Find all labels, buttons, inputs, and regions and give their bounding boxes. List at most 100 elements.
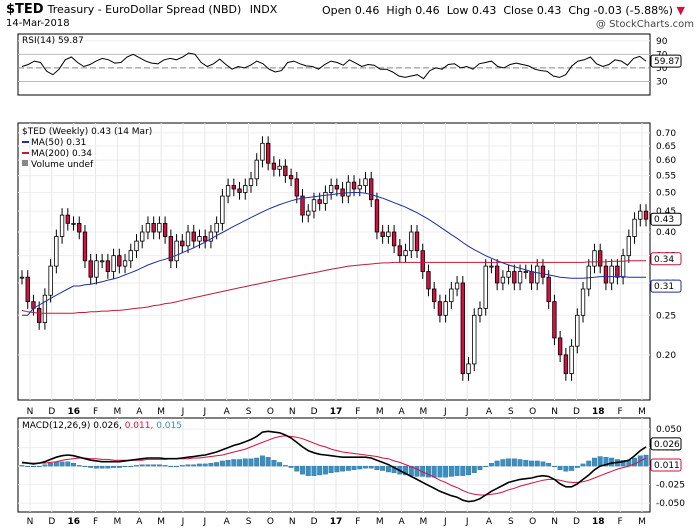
macd-histogram-bar [265, 457, 271, 467]
candle-body [77, 222, 82, 233]
macd-histogram-bar [260, 455, 265, 467]
candle-body [311, 199, 317, 212]
candle-body [420, 250, 425, 272]
candle-body [374, 199, 380, 233]
candle-body [317, 199, 322, 204]
macd-histogram-bar [88, 465, 94, 468]
macd-histogram-bar [145, 464, 151, 467]
price-x-tick-label: S [508, 407, 514, 417]
macd-histogram-bar [214, 462, 220, 467]
macd-histogram-bar [156, 464, 162, 467]
macd-histogram-bar [483, 465, 489, 468]
macd-frame [17, 417, 651, 513]
macd-histogram-bar [351, 465, 357, 470]
macd-x-tick-label: M [157, 517, 165, 527]
macd-histogram-bar [231, 459, 237, 467]
candle-body [546, 276, 551, 303]
candle-body [569, 345, 574, 374]
candle-body [609, 265, 614, 284]
ma50-last-value: 0.31 [654, 282, 674, 292]
candle-body [626, 236, 632, 257]
candle-body [397, 245, 403, 257]
candle-body [563, 354, 569, 374]
candle-body [540, 265, 546, 278]
macd-histogram-bar [19, 465, 25, 467]
macd-x-tick-label: J [203, 517, 207, 527]
macd-histogram-bar [460, 465, 466, 476]
macd-x-tick-label: O [267, 517, 274, 527]
macd-x-tick-label: A [486, 517, 493, 527]
candle-body [483, 265, 488, 309]
candle-body [180, 240, 185, 247]
candle-body [203, 236, 208, 242]
candle-body [225, 185, 231, 197]
chg-label: Chg [568, 4, 590, 17]
candle-body [300, 195, 305, 216]
candle-body [25, 276, 30, 303]
price-y-tick-label: 0.20 [656, 351, 676, 361]
chart-header: $TED Treasury - EuroDollar Spread (NBD) I… [0, 0, 700, 32]
macd-histogram-bar [65, 461, 71, 467]
candle-body [351, 181, 357, 190]
macd-x-tick-label: 17 [330, 517, 343, 527]
candle-body [454, 282, 460, 290]
macd-histogram-bar [185, 464, 191, 467]
candle-body [328, 185, 334, 193]
macd-histogram-bar [632, 457, 637, 467]
candle-body [59, 214, 65, 237]
ma200-legend-label: MA(200) 0.34 [31, 149, 92, 159]
ma50-legend-label: MA(50) 0.31 [31, 138, 86, 148]
candle-body [220, 195, 225, 224]
price-x-tick-label: F [618, 407, 623, 417]
macd-line [21, 430, 647, 503]
candle-body [19, 276, 25, 279]
open-value: 0.46 [354, 4, 380, 17]
low-value: 0.43 [471, 4, 497, 17]
macd-histogram-bar [345, 465, 351, 471]
macd-x-tick-label: M [638, 517, 646, 527]
macd-x-tick-label: A [398, 517, 405, 527]
candle-body [386, 231, 391, 237]
macd-histogram-bar [643, 454, 649, 467]
macd-histogram-bar [448, 465, 454, 477]
macd-histogram-bar [219, 460, 225, 467]
chg-value: -0.03 (-5.88%) [593, 4, 673, 17]
candle-body [283, 165, 288, 176]
rsi-y-tick-label: 90 [656, 37, 668, 47]
macd-histogram-bar [334, 465, 340, 473]
volume-legend-label: Volume undef [31, 160, 94, 170]
macd-histogram-bar [128, 465, 134, 468]
candle-body [197, 236, 202, 242]
low-label: Low [446, 4, 469, 17]
macd-title: MACD(12,26,9) 0.026, 0.011, 0.015 [22, 421, 182, 431]
candle-body [346, 181, 351, 197]
candle-body [414, 231, 420, 252]
candle-body [271, 162, 277, 170]
macd-histogram-bar [380, 465, 386, 471]
candle-body [260, 142, 265, 161]
price-x-tick-label: A [224, 407, 231, 417]
rsi-y-tick-label: 30 [656, 77, 668, 87]
candle-body [506, 271, 511, 278]
price-x-tick-label: 17 [330, 407, 343, 417]
candle-body [632, 218, 637, 237]
macd-histogram-bar [311, 465, 317, 476]
candle-body [500, 276, 506, 284]
candle-body [552, 301, 557, 339]
candle-body [391, 231, 397, 247]
symbol-index: INDX [249, 3, 278, 16]
macd-histogram-bar [71, 462, 76, 467]
macd-histogram-bar [431, 465, 437, 478]
macd-histogram-bar [540, 461, 546, 467]
candle-body [277, 165, 282, 170]
price-x-tick-label: F [93, 407, 98, 417]
price-x-tick-label: A [136, 407, 143, 417]
price-x-tick-label: N [551, 407, 558, 417]
candle-body [523, 271, 528, 273]
macd-histogram-bar [506, 458, 512, 467]
macd-x-tick-label: M [376, 517, 384, 527]
candle-body [529, 271, 534, 284]
candle-body [122, 260, 128, 267]
